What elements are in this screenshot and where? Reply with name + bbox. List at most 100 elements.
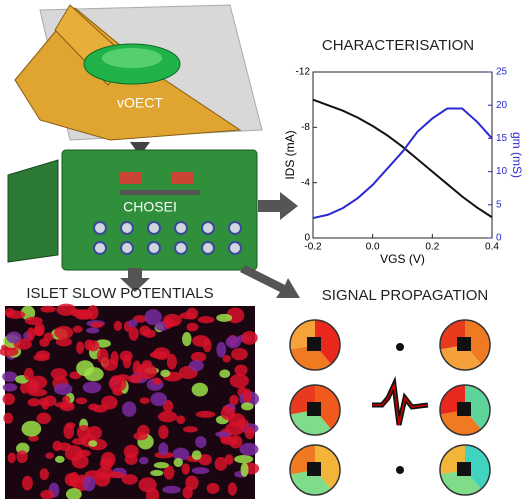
cell (3, 393, 15, 405)
cell (3, 383, 18, 391)
knob (202, 222, 214, 234)
cell (73, 326, 83, 333)
cell (140, 397, 150, 404)
cell (150, 470, 163, 476)
cell (40, 468, 49, 480)
y2-tick-label: 25 (496, 67, 508, 78)
cell (28, 398, 41, 406)
cell (37, 413, 51, 424)
cell (234, 455, 253, 463)
cell (122, 401, 136, 416)
cell (54, 326, 73, 339)
electrode (457, 402, 471, 416)
cell (239, 443, 258, 456)
cell (62, 396, 70, 404)
cell (234, 365, 247, 376)
cell (183, 426, 198, 432)
cell (241, 402, 253, 410)
cell (6, 331, 21, 343)
cell (6, 310, 25, 318)
cell (90, 322, 103, 328)
cell (229, 395, 238, 406)
cell (76, 341, 84, 354)
y-tick-label: -12 (296, 67, 311, 78)
knob (175, 222, 187, 234)
cell (114, 321, 123, 331)
cell (241, 462, 249, 476)
cell (192, 383, 208, 397)
cell (172, 448, 189, 461)
cell (228, 413, 245, 426)
knob (94, 242, 106, 254)
device-label: vOECT (117, 95, 163, 111)
cell (243, 389, 251, 404)
cell (150, 392, 167, 406)
cell (123, 355, 132, 369)
cell (16, 450, 27, 463)
cell (125, 453, 138, 465)
y-tick-label: -8 (301, 122, 310, 133)
knob (121, 222, 133, 234)
cell (165, 317, 173, 329)
y2-tick-label: 5 (496, 199, 502, 210)
board-label: CHOSEI (123, 199, 177, 215)
cell (76, 360, 94, 376)
cell (128, 319, 137, 327)
y-tick-label: -4 (301, 177, 310, 188)
chart-title: CHARACTERISATION (322, 37, 474, 54)
cell (39, 338, 49, 347)
series-line (313, 109, 492, 219)
cell (183, 486, 193, 498)
cell (241, 331, 257, 345)
cell (207, 483, 220, 494)
characterisation-chart: -0.20.00.20.4-12-8-400510152025VGS (V)ID… (283, 67, 524, 267)
electrode (307, 337, 321, 351)
cell (158, 425, 168, 439)
figure: vOECT CHOSEI ISLET SLOW POTENTIALS SIGNA… (0, 0, 529, 499)
cell (83, 476, 96, 491)
cell (174, 458, 183, 467)
cell (143, 329, 156, 338)
y2-tick-label: 15 (496, 133, 508, 144)
x-axis-label: VGS (V) (380, 252, 425, 266)
y-tick-label: 0 (304, 233, 310, 244)
cell (150, 351, 168, 358)
cell (189, 360, 204, 371)
cell (133, 432, 148, 440)
y2-tick-label: 10 (496, 166, 508, 177)
cell (34, 323, 44, 337)
cell (116, 374, 129, 381)
device-illustration: vOECT (15, 5, 262, 140)
y2-tick-label: 20 (496, 100, 508, 111)
cell (228, 482, 237, 495)
cell (192, 450, 202, 460)
x-tick-label: 0.0 (366, 242, 380, 253)
knob (202, 242, 214, 254)
propagation-title: SIGNAL PROPAGATION (322, 287, 488, 304)
cell (187, 323, 199, 332)
cell (182, 463, 190, 474)
electrode (457, 337, 471, 351)
plot-frame (313, 72, 492, 238)
knob (148, 242, 160, 254)
cell (87, 305, 98, 320)
cell (76, 450, 91, 457)
arrow (240, 265, 300, 298)
cell (216, 314, 232, 322)
cell (152, 378, 161, 385)
cell (203, 339, 212, 353)
knob (229, 242, 241, 254)
cell (110, 351, 118, 365)
knob (148, 222, 160, 234)
propagation-maps (290, 320, 490, 495)
cell (0, 347, 19, 357)
series-line (313, 100, 492, 218)
cell (88, 440, 97, 447)
cell (24, 368, 34, 381)
cell (245, 426, 255, 439)
cell (230, 374, 249, 388)
cell (54, 383, 73, 395)
cell (40, 306, 55, 313)
cell (93, 405, 108, 413)
cell (20, 382, 29, 394)
